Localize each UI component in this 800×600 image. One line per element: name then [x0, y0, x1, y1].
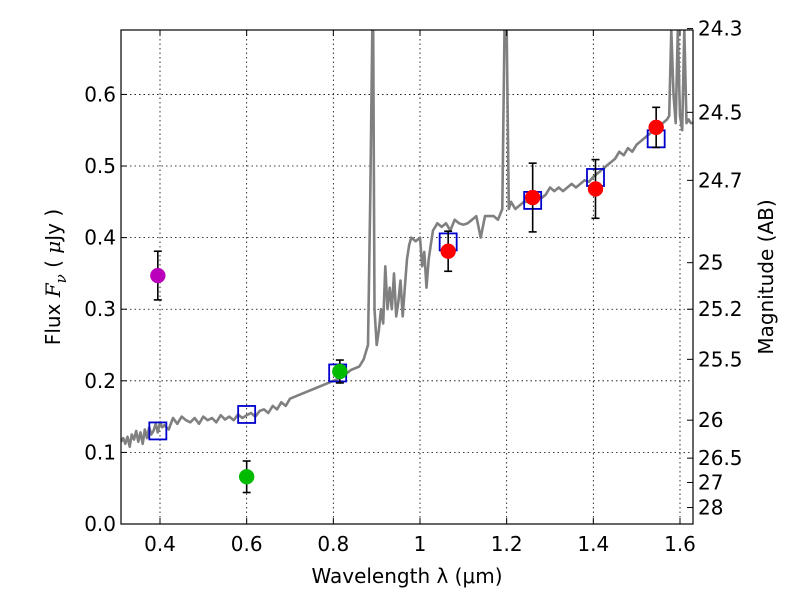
model-spectrum-layer	[121, 30, 693, 449]
x-tick-label: 1.2	[491, 532, 523, 556]
right-tick-label: 26.5	[698, 446, 743, 470]
x-tick-label: 1	[414, 532, 427, 556]
x-tick-label: 0.4	[144, 532, 176, 556]
y-tick-label: 0.5	[84, 154, 116, 178]
right-tick-label: 25	[698, 251, 723, 275]
plot-background	[121, 30, 693, 524]
data-point	[440, 243, 456, 259]
y-tick-label: 0.0	[84, 512, 116, 536]
right-tick-label: 24.5	[698, 100, 743, 124]
right-tick-label: 27	[698, 470, 723, 494]
data-point	[332, 363, 348, 380]
data-point	[524, 189, 541, 206]
y-tick-label: 0.4	[84, 226, 116, 250]
y-title-mu: μ	[41, 241, 65, 254]
model-spectrum-line	[121, 30, 693, 449]
data-point	[150, 267, 166, 284]
data-point	[648, 119, 664, 136]
axes: 0.4 0.6 0.8 1 1.2 1.4 1.6 0.0 0.1 0.2 0.3 0.4 0.5 0.6…	[84, 17, 742, 556]
right-tick-label: 24.7	[698, 168, 743, 192]
model-photometry-square	[148, 421, 168, 441]
y-title-subscript: ν	[52, 274, 70, 283]
x-tick-label: 1.4	[577, 532, 609, 556]
y-title-prefix: Flux	[41, 297, 65, 345]
y-title-symbol: F	[41, 282, 65, 298]
right-tick-label: 25.5	[698, 347, 743, 371]
x-axis-title: Wavelength λ (μm)	[311, 564, 502, 588]
y-title-paren: (	[41, 254, 65, 275]
y-axis-title: Flux Fν ( μJy )	[41, 209, 70, 345]
x-tick-label: 1.6	[664, 532, 696, 556]
plot-frame	[120, 29, 694, 525]
y-title-unit: Jy )	[41, 209, 65, 243]
x-tick-label: 0.8	[317, 532, 349, 556]
y-tick-label: 0.6	[84, 82, 116, 106]
right-tick-label: 25.2	[698, 297, 743, 321]
y-tick-label: 0.3	[84, 297, 116, 321]
y-tick-label: 0.1	[84, 440, 116, 464]
data-point	[587, 181, 604, 197]
right-tick-label: 24.3	[698, 17, 743, 41]
data-marks	[148, 106, 666, 494]
y-tick-label: 0.2	[84, 369, 116, 393]
right-axis-title: Magnitude (AB)	[754, 199, 778, 354]
x-tick-label: 0.6	[231, 532, 263, 556]
right-tick-label: 26	[698, 408, 723, 432]
data-point	[238, 468, 255, 485]
right-tick-label: 28	[698, 496, 723, 520]
model-photometry-square	[237, 405, 257, 424]
